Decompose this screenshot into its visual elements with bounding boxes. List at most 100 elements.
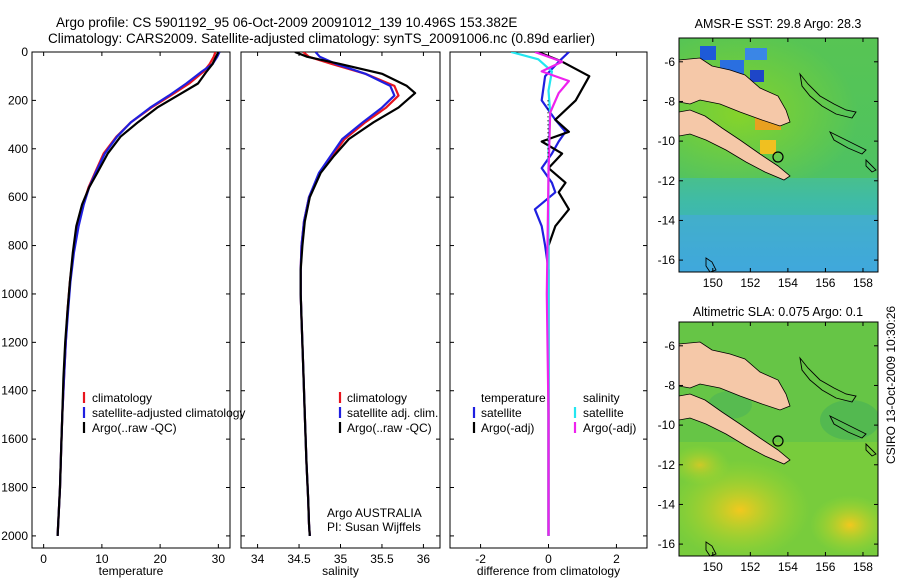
- x-axis-label: salinity: [322, 564, 359, 578]
- legend-label-satellite: satellite-adjusted climatology: [92, 406, 245, 420]
- map-x-tick-label: 154: [778, 276, 798, 290]
- y-tick-label: 1000: [1, 287, 28, 301]
- sst-cool-area: [679, 215, 878, 272]
- x-tick-label: 34: [251, 552, 265, 566]
- plot-series-group: [56, 52, 221, 536]
- x-tick-label: 34.5: [287, 552, 311, 566]
- x-tick-label: 2: [613, 552, 620, 566]
- temperature-plot-frame: [31, 51, 231, 549]
- series-layer: [56, 52, 591, 536]
- map-y-tick-label: -8: [664, 378, 675, 392]
- sla-high-region: [810, 495, 878, 555]
- sla-map-axes: 150 152 154 156 158 -6 -8 -10 -12 -14 -16: [658, 322, 878, 574]
- y-tick-label: 200: [8, 93, 28, 107]
- land-peninsula: [679, 109, 791, 181]
- sla-high-region: [679, 445, 730, 485]
- legend-heading-salinity: salinity: [583, 391, 620, 405]
- legend-label-sal-argo: Argo(-adj): [583, 421, 636, 435]
- difference-legend-salinity: salinity satellite Argo(-adj): [573, 391, 636, 435]
- x-axis-label: difference from climatology: [477, 564, 620, 578]
- y-tick-label: 1200: [1, 335, 28, 349]
- map-y-tick-label: -10: [658, 134, 676, 148]
- legend-label-argo: Argo(..raw -QC): [92, 421, 177, 435]
- map-y-tick-label: -10: [658, 418, 676, 432]
- map-y-tick-label: -16: [658, 253, 676, 267]
- sla-map: Altimetric SLA: 0.075 Argo: 0.1 150 152 15…: [658, 305, 879, 574]
- legend-label-climatology: climatology: [347, 391, 407, 405]
- map-x-tick-label: 158: [853, 560, 873, 574]
- map-y-tick-label: -8: [664, 94, 675, 108]
- sst-map-axes: 150 152 154 156 158 -6 -8 -10 -12 -14 -16: [658, 38, 878, 290]
- land-new-guinea: [679, 57, 791, 127]
- argo-float-marker: [772, 435, 784, 447]
- x-tick-label: 36: [417, 552, 431, 566]
- legend-heading-temperature: temperature: [481, 391, 546, 405]
- x-tick-label: 0: [40, 552, 47, 566]
- x-tick-label: 35: [334, 552, 348, 566]
- island-chain: [828, 130, 867, 155]
- map-y-tick-label: -12: [658, 458, 676, 472]
- map-y-tick-label: -14: [658, 213, 676, 227]
- map-y-tick-label: -14: [658, 497, 676, 511]
- map-y-tick-label: -6: [664, 55, 675, 69]
- legend-label-argo: Argo(..raw -QC): [347, 421, 432, 435]
- y-tick-label: 600: [8, 190, 28, 204]
- x-axis-label: temperature: [99, 564, 164, 578]
- header-line-2: Climatology: CARS2009. Satellite-adjuste…: [48, 31, 595, 46]
- x-tick-label: -2: [475, 552, 486, 566]
- y-tick-label: 1800: [1, 481, 28, 495]
- y-tick-label: 0: [21, 45, 28, 59]
- x-tick-label: 30: [212, 552, 226, 566]
- legend-label-sal-satellite: satellite: [583, 406, 624, 420]
- map-x-tick-label: 150: [703, 276, 723, 290]
- island-new-britain: [799, 72, 857, 119]
- sst-cool-patch: [750, 70, 764, 82]
- island-small: [865, 158, 877, 173]
- sst-cool-patch: [700, 46, 716, 60]
- credit-line-2: PI: Susan Wijffels: [327, 520, 421, 534]
- series-line: [294, 52, 417, 536]
- x-tick-label: 35.5: [370, 552, 394, 566]
- sst-map-title: AMSR-E SST: 29.8 Argo: 28.3: [695, 17, 862, 31]
- island-chain: [828, 414, 867, 439]
- axes-layer: 0 10 20 30020040060080010001200140016001800…: [1, 45, 647, 578]
- plot-series-group: [510, 52, 591, 536]
- map-x-tick-label: 156: [815, 276, 835, 290]
- series-line: [534, 52, 571, 536]
- legend-label-temp-argo: Argo(-adj): [481, 421, 534, 435]
- difference-legend-temperature: temperature satellite Argo(-adj): [472, 391, 546, 435]
- temperature-legend: climatology satellite-adjusted climatolo…: [82, 391, 245, 435]
- legend-label-temp-satellite: satellite: [481, 406, 522, 420]
- land-peninsula: [679, 393, 791, 465]
- map-y-tick-label: -6: [664, 339, 675, 353]
- x-tick-label: 20: [153, 552, 167, 566]
- map-x-tick-label: 152: [740, 560, 760, 574]
- map-x-tick-label: 156: [815, 560, 835, 574]
- legend-label-climatology: climatology: [92, 391, 152, 405]
- map-x-tick-label: 158: [853, 276, 873, 290]
- header-line-1: Argo profile: CS 5901192_95 06-Oct-2009 …: [56, 15, 517, 30]
- map-y-tick-label: -16: [658, 537, 676, 551]
- sst-map: AMSR-E SST: 29.8 Argo: 28.3 150 152 154 156…: [658, 17, 879, 290]
- island-new-britain: [799, 356, 857, 403]
- map-x-tick-label: 150: [703, 560, 723, 574]
- argo-float-marker: [772, 151, 784, 163]
- map-x-tick-label: 154: [778, 560, 798, 574]
- side-timestamp: CSIRO 13-Oct-2009 10:30:26: [884, 306, 898, 464]
- y-tick-label: 2000: [1, 529, 28, 543]
- y-tick-label: 1600: [1, 432, 28, 446]
- y-tick-label: 800: [8, 239, 28, 253]
- salinity-legend: climatology satellite adj. clim. Argo(..…: [338, 391, 438, 435]
- x-tick-label: 10: [95, 552, 109, 566]
- island-small: [865, 442, 877, 457]
- map-y-tick-label: -12: [658, 174, 676, 188]
- sla-high-region: [679, 460, 810, 556]
- x-tick-label: 0: [545, 552, 552, 566]
- sla-dark-patch: [820, 400, 878, 440]
- sst-cool-patch: [745, 48, 767, 60]
- y-tick-label: 1400: [1, 384, 28, 398]
- y-tick-label: 400: [8, 142, 28, 156]
- plot-series-group: [294, 52, 417, 536]
- sst-warm-patch: [760, 140, 776, 154]
